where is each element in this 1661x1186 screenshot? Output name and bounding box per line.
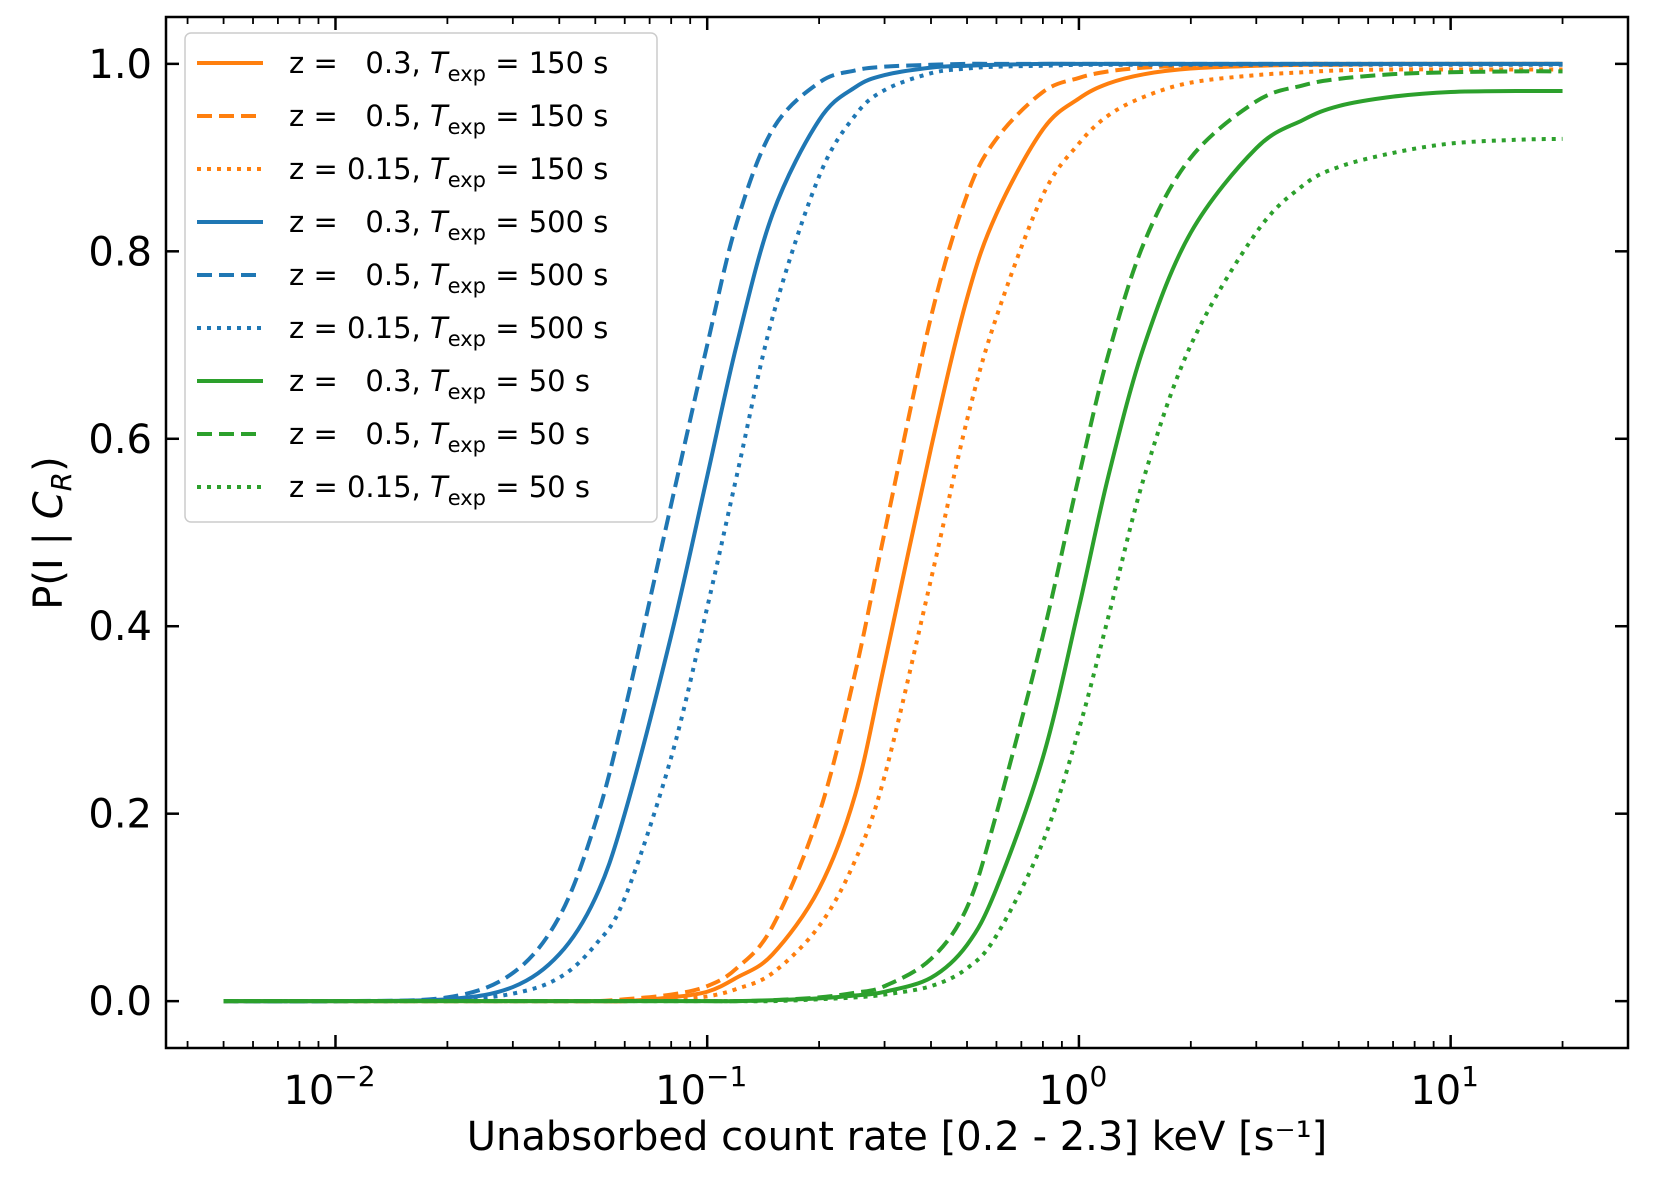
y-tick-label-0: 0.0 — [88, 979, 152, 1025]
series-layer — [223, 61, 1563, 1004]
y-tick-label-2: 0.4 — [88, 604, 152, 650]
plot-frame — [164, 15, 1630, 1050]
legend-label-3: z = 0.15, Texp = 150 s — [289, 152, 608, 192]
y-tick-label-3: 0.6 — [88, 417, 152, 463]
series-line-5 — [223, 61, 1563, 1004]
legend-label-6: z = 0.15, Texp = 500 s — [289, 311, 608, 351]
y-axis-label: P(I | CR) — [26, 456, 78, 609]
legend-label-5: z = 0.5, Texp = 500 s — [289, 258, 608, 298]
legend-label-4: z = 0.3, Texp = 500 s — [289, 205, 608, 245]
legend-label-9: z = 0.15, Texp = 50 s — [289, 470, 590, 510]
legend: z = 0.3, Texp = 150 s z = 0.5, Texp = 150… — [184, 32, 658, 523]
x-axis-label: Unabsorbed count rate [0.2 - 2.3] keV [s… — [467, 1114, 1328, 1160]
series-line-8 — [223, 69, 1563, 1004]
x-tick-label-1: 10−1 — [655, 1060, 747, 1114]
legend-label-7: z = 0.3, Texp = 50 s — [289, 364, 590, 404]
legend-box — [184, 32, 658, 523]
series-line-9 — [223, 136, 1563, 1004]
y-tick-label-5: 1.0 — [88, 42, 152, 88]
y-tick-label-1: 0.2 — [88, 792, 152, 838]
y-tick-label-4: 0.8 — [88, 229, 152, 275]
legend-label-2: z = 0.5, Texp = 150 s — [289, 99, 608, 139]
series-line-6 — [223, 62, 1563, 1004]
series-line-3 — [223, 67, 1563, 1004]
legend-label-1: z = 0.3, Texp = 150 s — [289, 46, 608, 86]
ticks-layer: 0.00.20.40.60.81.010−2 10−1 100 101 — [88, 17, 1628, 1114]
legend-label-8: z = 0.5, Texp = 50 s — [289, 417, 590, 457]
